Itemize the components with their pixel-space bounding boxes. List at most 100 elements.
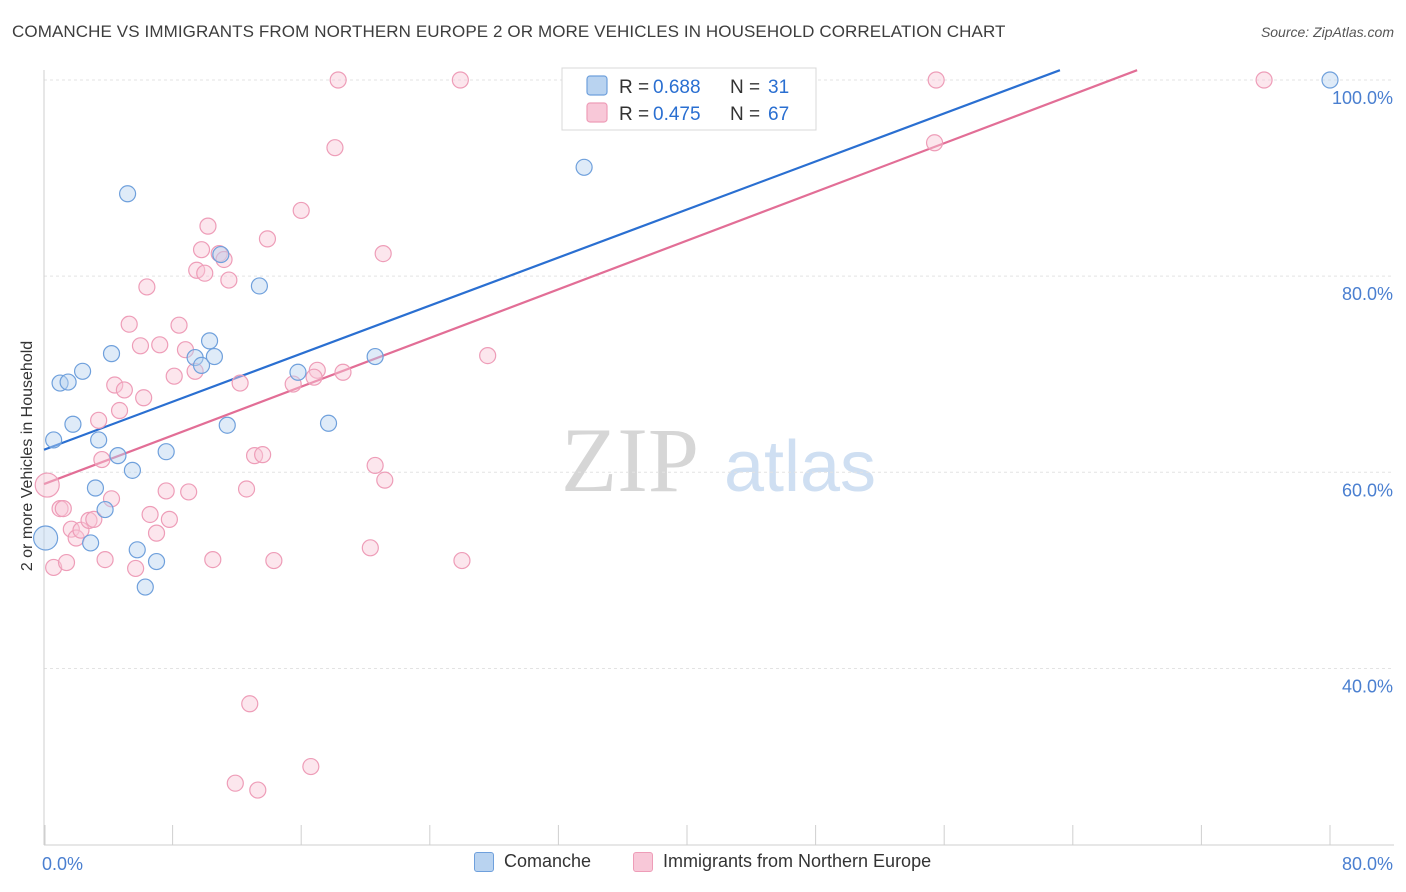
point-immigrants[interactable] [265,551,283,570]
point-immigrants[interactable] [34,472,60,498]
point-immigrants[interactable] [231,374,249,392]
point-comanche[interactable] [319,414,338,432]
point-comanche[interactable] [33,525,59,551]
trend-line-immigrants [43,69,1138,486]
point-comanche[interactable] [366,347,384,366]
stats-legend: R = 0.688 N = 31 R = 0.475 N = 67 [561,67,817,131]
point-immigrants[interactable] [160,510,178,528]
point-immigrants[interactable] [93,450,111,469]
point-immigrants[interactable] [204,550,222,569]
legend-swatch-immigrants [633,851,653,872]
stats-swatch-immigrants [586,102,608,123]
point-immigrants[interactable] [170,316,188,334]
point-immigrants[interactable] [258,230,277,248]
point-immigrants[interactable] [57,553,76,572]
point-immigrants[interactable] [135,389,153,407]
point-immigrants[interactable] [361,539,379,557]
point-comanche[interactable] [128,541,146,559]
point-comanche[interactable] [109,447,127,465]
point-immigrants[interactable] [249,781,267,799]
point-immigrants[interactable] [237,480,256,498]
point-immigrants[interactable] [254,446,272,464]
point-comanche[interactable] [575,158,593,176]
point-immigrants[interactable] [131,337,150,355]
point-immigrants[interactable] [220,271,238,289]
point-comanche[interactable] [102,345,121,363]
legend-swatch-comanche [474,851,494,872]
point-comanche[interactable] [45,431,63,449]
point-immigrants[interactable] [115,381,133,399]
point-immigrants[interactable] [226,774,244,792]
point-comanche[interactable] [123,461,142,479]
point-immigrants[interactable] [90,411,108,429]
point-immigrants[interactable] [106,376,124,394]
point-comanche[interactable] [82,534,100,552]
point-comanche[interactable] [136,578,154,596]
stats-n-label-immigrants: N = [730,104,760,125]
point-immigrants[interactable] [127,559,145,578]
point-immigrants[interactable] [329,71,347,89]
tick-labels: 40.0% 60.0% 80.0% 100.0% 0.0% 80.0% [42,88,1393,874]
point-immigrants[interactable] [102,490,121,508]
point-immigrants[interactable] [215,250,233,269]
point-comanche[interactable] [86,479,105,497]
point-immigrants[interactable] [141,505,159,524]
point-comanche[interactable] [73,362,92,380]
point-immigrants[interactable] [479,346,497,365]
legend-item-immigrants[interactable]: Immigrants from Northern Europe [633,851,931,872]
point-comanche[interactable] [157,443,175,461]
point-immigrants[interactable] [138,278,156,296]
point-immigrants[interactable] [157,482,175,500]
point-immigrants[interactable] [151,336,169,354]
axes [43,70,1394,846]
point-immigrants[interactable] [45,558,63,577]
point-comanche[interactable] [1321,71,1339,89]
point-comanche[interactable] [118,185,137,203]
point-comanche[interactable] [192,356,211,375]
point-immigrants[interactable] [199,217,217,235]
point-comanche[interactable] [59,373,77,391]
point-comanche[interactable] [90,431,108,449]
point-comanche[interactable] [218,416,236,434]
point-immigrants[interactable] [241,695,259,713]
point-immigrants[interactable] [1255,71,1273,89]
point-comanche[interactable] [200,332,219,350]
point-immigrants[interactable] [85,510,103,528]
point-immigrants[interactable] [925,134,944,152]
point-comanche[interactable] [64,415,82,433]
point-immigrants[interactable] [334,363,352,381]
point-immigrants[interactable] [196,264,214,282]
point-comanche[interactable] [205,347,223,366]
point-immigrants[interactable] [302,757,320,776]
point-immigrants[interactable] [451,71,469,89]
point-immigrants[interactable] [366,456,384,475]
point-immigrants[interactable] [453,551,471,570]
watermark: ZIP atlas [561,409,876,511]
point-immigrants[interactable] [54,499,72,518]
point-immigrants[interactable] [374,244,392,263]
point-immigrants[interactable] [376,471,394,489]
point-comanche[interactable] [147,552,166,571]
stats-n-value-immigrants: 67 [768,104,789,125]
point-comanche[interactable] [289,363,307,381]
legend-item-comanche[interactable]: Comanche [474,851,591,872]
point-immigrants[interactable] [96,550,114,569]
point-immigrants[interactable] [927,71,945,89]
y-tick-label: 40.0% [1342,676,1393,696]
point-immigrants[interactable] [120,315,138,333]
point-comanche[interactable] [212,245,230,264]
watermark-zip: ZIP [561,409,699,511]
point-immigrants[interactable] [305,368,323,386]
point-immigrants[interactable] [326,139,344,157]
point-comanche[interactable] [96,500,114,519]
point-immigrants[interactable] [147,524,166,542]
point-immigrants[interactable] [192,241,211,259]
point-immigrants[interactable] [180,483,198,501]
point-comanche[interactable] [250,277,269,295]
chart-title: COMANCHE VS IMMIGRANTS FROM NORTHERN EUR… [12,22,1006,41]
point-immigrants[interactable] [186,362,204,380]
point-immigrants[interactable] [292,201,310,220]
point-immigrants[interactable] [110,401,129,420]
point-immigrants[interactable] [165,367,183,385]
gridlines [44,79,1394,669]
